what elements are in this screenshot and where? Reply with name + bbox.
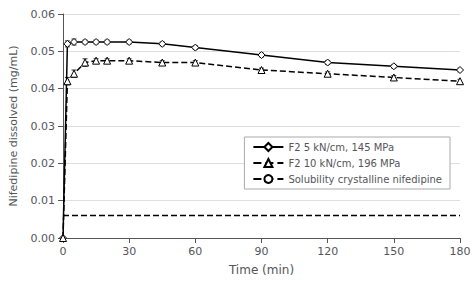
svg-text:0.01: 0.01 (31, 194, 56, 207)
svg-text:0.05: 0.05 (31, 45, 56, 58)
svg-text:F2 5 kN/cm, 145 MPa: F2 5 kN/cm, 145 MPa (288, 142, 394, 153)
svg-text:30: 30 (122, 245, 136, 258)
svg-text:0.04: 0.04 (31, 82, 56, 95)
svg-text:Solubility crystalline nifedip: Solubility crystalline nifedipine (288, 174, 442, 185)
svg-text:0.00: 0.00 (31, 232, 56, 245)
svg-text:60: 60 (188, 245, 202, 258)
svg-text:180: 180 (450, 245, 471, 258)
svg-text:120: 120 (317, 245, 338, 258)
svg-text:0.03: 0.03 (31, 120, 56, 133)
svg-text:0.06: 0.06 (31, 8, 56, 21)
svg-text:0.02: 0.02 (31, 157, 56, 170)
svg-text:0: 0 (60, 245, 67, 258)
svg-text:F2 10 kN/cm, 196 MPa: F2 10 kN/cm, 196 MPa (288, 158, 400, 169)
svg-text:150: 150 (383, 245, 404, 258)
svg-text:90: 90 (255, 245, 269, 258)
svg-text:Time (min): Time (min) (228, 263, 294, 277)
svg-text:Nifedipine dissolved (mg/mL): Nifedipine dissolved (mg/mL) (7, 45, 20, 206)
